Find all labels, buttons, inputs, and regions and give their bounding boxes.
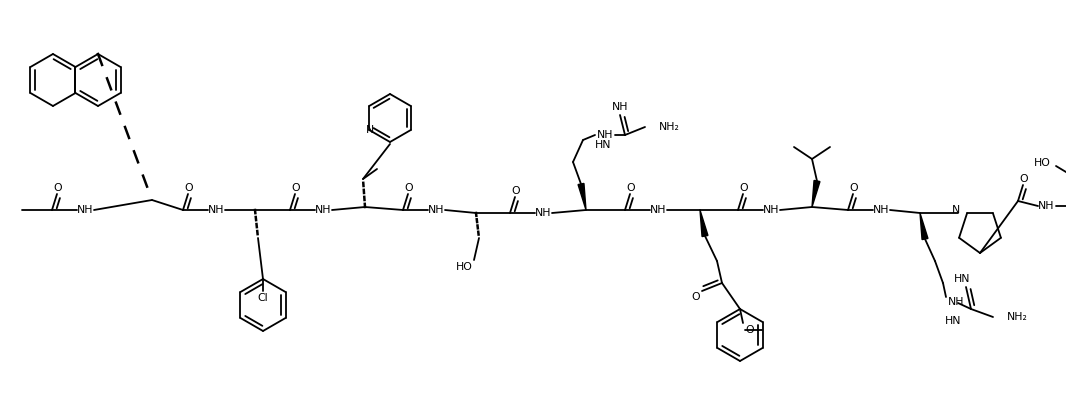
Text: O: O bbox=[627, 183, 635, 193]
Polygon shape bbox=[700, 210, 708, 236]
Polygon shape bbox=[812, 180, 820, 207]
Text: NH: NH bbox=[1037, 201, 1054, 211]
Text: O: O bbox=[405, 183, 414, 193]
Text: NH: NH bbox=[208, 205, 224, 215]
Text: O: O bbox=[1020, 174, 1029, 184]
Text: O: O bbox=[850, 183, 858, 193]
Polygon shape bbox=[920, 213, 927, 240]
Text: HN: HN bbox=[595, 140, 611, 150]
Text: NH: NH bbox=[597, 130, 613, 140]
Text: NH: NH bbox=[427, 205, 445, 215]
Text: NH: NH bbox=[535, 208, 551, 218]
Text: HN: HN bbox=[944, 316, 962, 326]
Text: O: O bbox=[512, 186, 520, 196]
Text: O: O bbox=[745, 325, 754, 335]
Text: O: O bbox=[53, 183, 62, 193]
Text: O: O bbox=[184, 183, 193, 193]
Text: NH: NH bbox=[612, 102, 628, 112]
Text: N: N bbox=[952, 205, 960, 215]
Text: HO: HO bbox=[1034, 158, 1050, 168]
Text: NH: NH bbox=[77, 205, 93, 215]
Text: Cl: Cl bbox=[258, 293, 269, 303]
Text: O: O bbox=[740, 183, 748, 193]
Text: NH: NH bbox=[650, 205, 666, 215]
Text: NH: NH bbox=[763, 205, 779, 215]
Text: NH: NH bbox=[873, 205, 889, 215]
Text: NH: NH bbox=[314, 205, 332, 215]
Text: NH: NH bbox=[948, 297, 965, 307]
Text: NH₂: NH₂ bbox=[1007, 312, 1028, 322]
Text: HN: HN bbox=[954, 274, 970, 284]
Text: O: O bbox=[292, 183, 301, 193]
Polygon shape bbox=[578, 184, 586, 210]
Text: HO: HO bbox=[455, 262, 472, 272]
Text: NH₂: NH₂ bbox=[659, 122, 680, 132]
Text: O: O bbox=[692, 292, 700, 302]
Text: N: N bbox=[366, 125, 374, 135]
